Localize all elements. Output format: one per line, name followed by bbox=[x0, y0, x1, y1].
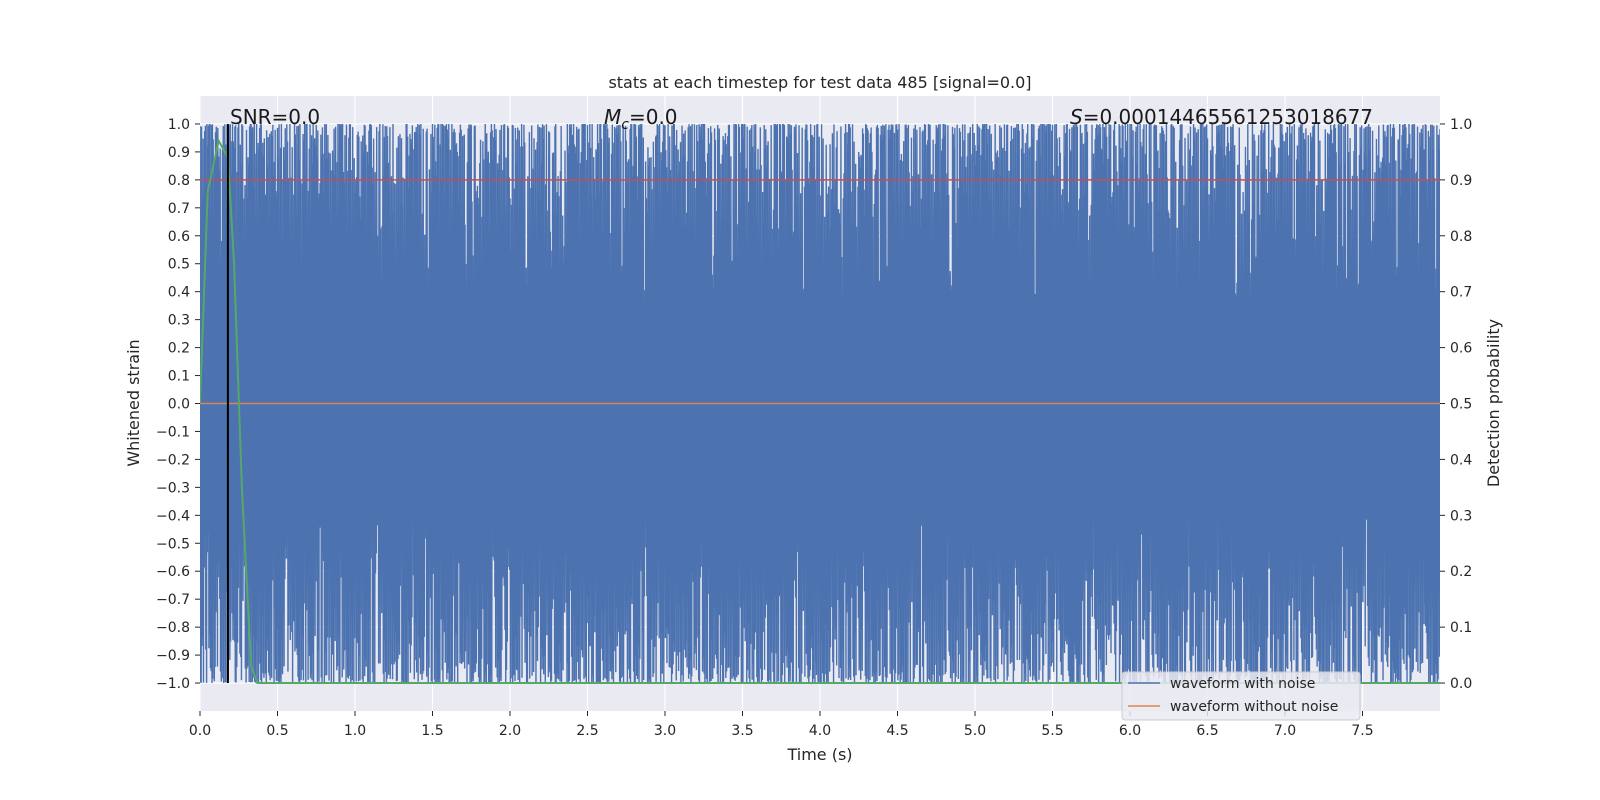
y-tick-label: −0.6 bbox=[156, 564, 190, 580]
y-tick-label: 0.4 bbox=[168, 285, 190, 301]
x-tick-label: 0.0 bbox=[189, 723, 211, 739]
x-tick-label: 1.5 bbox=[421, 723, 443, 739]
x-tick-label: 2.5 bbox=[576, 723, 598, 739]
legend-label-noise: waveform with noise bbox=[1170, 676, 1315, 692]
legend-box bbox=[1121, 671, 1361, 721]
y-tick-label: 0.0 bbox=[168, 397, 190, 413]
chart-title: stats at each timestep for test data 485… bbox=[608, 73, 1031, 92]
y-tick-label: 0.9 bbox=[168, 145, 190, 161]
y-tick-label: 0.7 bbox=[168, 201, 190, 217]
y-tick-label: 0.6 bbox=[168, 229, 190, 245]
y2-tick-label: 0.0 bbox=[1450, 676, 1472, 692]
annotation-s: S=0.00014465561253018677 bbox=[1070, 105, 1373, 129]
x-axis-ticks: 0.0 0.5 1.0 1.5 2.0 2.5 3.0 3.5 4.0 4.5 5.0 5.5 6.0 6… bbox=[189, 711, 1374, 739]
y2-tick-label: 0.7 bbox=[1450, 285, 1472, 301]
y-tick-label: −0.7 bbox=[156, 592, 190, 608]
x-tick-label: 0.5 bbox=[266, 723, 288, 739]
x-tick-label: 1.0 bbox=[344, 723, 366, 739]
x-tick-label: 4.0 bbox=[809, 723, 831, 739]
y-tick-label: −0.3 bbox=[156, 480, 190, 496]
legend: waveform with noise waveform without noi… bbox=[1121, 671, 1361, 721]
y-tick-label: 0.1 bbox=[168, 369, 190, 385]
y-tick-label: 1.0 bbox=[168, 117, 190, 133]
y-axis-label: Whitened strain bbox=[124, 339, 143, 466]
x-tick-label: 6.5 bbox=[1196, 723, 1218, 739]
y2-tick-label: 0.5 bbox=[1450, 397, 1472, 413]
y-tick-label: −0.4 bbox=[156, 508, 190, 524]
annotation-s-symbol: S bbox=[1070, 105, 1083, 129]
y-tick-label: −0.5 bbox=[156, 536, 190, 552]
y2-tick-label: 0.8 bbox=[1450, 229, 1472, 245]
annotation-snr: SNR=0.0 bbox=[230, 105, 320, 129]
y2-tick-label: 0.3 bbox=[1450, 508, 1472, 524]
x-tick-label: 6.0 bbox=[1119, 723, 1141, 739]
annotation-mc-sub: c bbox=[621, 117, 629, 133]
x-tick-label: 5.5 bbox=[1041, 723, 1063, 739]
x-tick-label: 3.5 bbox=[731, 723, 753, 739]
annotation-mc: Mc=0.0 bbox=[604, 105, 678, 133]
annotation-s-value: =0.00014465561253018677 bbox=[1083, 105, 1373, 129]
y2-tick-label: 0.1 bbox=[1450, 620, 1472, 636]
y2-axis-ticks: 1.0 0.9 0.8 0.7 0.6 0.5 0.4 0.3 0.2 0.1 0.0 bbox=[1440, 117, 1472, 692]
legend-label-clean: waveform without noise bbox=[1170, 699, 1338, 715]
y2-tick-label: 0.2 bbox=[1450, 564, 1472, 580]
x-tick-label: 2.0 bbox=[499, 723, 521, 739]
series-waveform-with-noise bbox=[200, 123, 1440, 684]
y-tick-label: 0.2 bbox=[168, 341, 190, 357]
x-tick-label: 5.0 bbox=[964, 723, 986, 739]
y2-tick-label: 0.9 bbox=[1450, 173, 1472, 189]
y-tick-label: 0.3 bbox=[168, 313, 190, 329]
x-tick-label: 7.5 bbox=[1351, 723, 1373, 739]
y-axis-ticks: 1.0 0.9 0.8 0.7 0.6 0.5 0.4 0.3 0.2 0.1 0.0 −0.1 −0.… bbox=[156, 117, 200, 692]
series-detection-probability bbox=[200, 137, 1440, 685]
y-tick-label: −0.8 bbox=[156, 620, 190, 636]
x-tick-label: 3.0 bbox=[654, 723, 676, 739]
annotation-mc-value: =0.0 bbox=[629, 105, 678, 129]
y-tick-label: −0.1 bbox=[156, 424, 190, 440]
x-axis-label: Time (s) bbox=[786, 745, 852, 764]
y2-tick-label: 0.4 bbox=[1450, 452, 1472, 468]
y-tick-label: −0.9 bbox=[156, 648, 190, 664]
x-tick-label: 7.0 bbox=[1274, 723, 1296, 739]
y2-axis-label: Detection probability bbox=[1484, 319, 1503, 487]
y-tick-label: 0.8 bbox=[168, 173, 190, 189]
y2-tick-label: 1.0 bbox=[1450, 117, 1472, 133]
annotation-mc-symbol: M bbox=[604, 105, 621, 129]
y-tick-label: −1.0 bbox=[156, 676, 190, 692]
x-tick-label: 4.5 bbox=[886, 723, 908, 739]
y2-tick-label: 0.6 bbox=[1450, 341, 1472, 357]
y-tick-label: 0.5 bbox=[168, 257, 190, 273]
y-tick-label: −0.2 bbox=[156, 452, 190, 468]
